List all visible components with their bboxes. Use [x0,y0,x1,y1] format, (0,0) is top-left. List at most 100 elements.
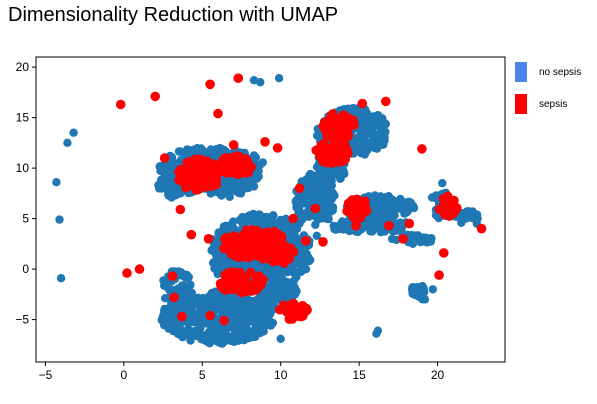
point [328,145,339,155]
point [219,315,229,326]
point [244,251,255,261]
x-tick-label: 10 [274,368,288,382]
point [417,144,427,154]
point [231,329,240,339]
point [175,321,184,330]
point [115,99,126,110]
point [261,262,270,272]
point [218,254,227,263]
point [427,193,437,202]
point [210,264,219,273]
point [210,171,221,182]
point [464,207,473,216]
y-tick-label: 20 [16,60,30,74]
point [233,162,243,173]
point [237,275,247,285]
point [351,220,361,231]
point [319,142,330,153]
point [295,219,304,228]
point [233,73,244,83]
point [336,174,345,183]
plot-frame [35,56,506,363]
point [176,189,185,198]
point [56,274,66,283]
point [205,79,215,90]
point [307,196,316,205]
point [288,299,298,309]
point [183,145,192,154]
point [235,188,244,198]
point [325,168,334,177]
point [268,217,277,227]
point [327,176,336,185]
point [249,228,259,238]
point [184,272,193,282]
x-tick-label: 20 [431,368,445,382]
point [258,298,267,308]
point [398,234,408,244]
point [218,283,229,294]
point [288,213,299,224]
x-tick-label: 5 [199,368,206,382]
point [268,256,278,267]
point [161,294,170,303]
point [275,282,284,291]
point [255,238,266,249]
point [271,288,280,298]
point [180,294,189,303]
point [205,320,214,329]
point [322,207,331,216]
point [249,76,259,85]
point [196,305,205,314]
point [259,217,268,226]
point [160,306,169,315]
point [353,211,364,221]
point [230,299,240,309]
point [260,250,271,261]
point [334,221,343,230]
point [338,110,349,120]
point [134,264,145,274]
point [150,91,160,102]
point [381,96,391,107]
point [205,310,215,321]
point [292,195,302,205]
point [428,285,437,294]
point [380,203,389,212]
point [356,125,365,135]
point [175,299,184,308]
point [357,98,368,109]
point [260,137,270,147]
point [228,231,239,241]
point [197,317,207,326]
point [206,145,216,154]
point [204,165,215,175]
point [330,154,341,164]
point [322,214,332,224]
point [374,129,383,139]
point [175,164,186,175]
point [310,203,321,214]
point [219,222,229,231]
point [243,167,253,178]
point [301,253,310,262]
point [186,336,195,345]
point [365,127,374,137]
x-tick-label: 15 [352,368,366,382]
point [206,333,215,343]
point [420,295,430,304]
point [229,152,239,163]
point [311,220,320,229]
point [175,204,186,215]
point [213,108,223,119]
point [195,158,205,169]
legend-swatch-sepsis [515,94,527,114]
legend-swatch-no-sepsis [515,62,527,82]
point [243,178,252,188]
point [217,144,226,153]
point [376,214,386,224]
y-tick-label: −5 [15,313,29,327]
point [224,241,234,252]
point [292,272,301,282]
point [322,198,331,207]
